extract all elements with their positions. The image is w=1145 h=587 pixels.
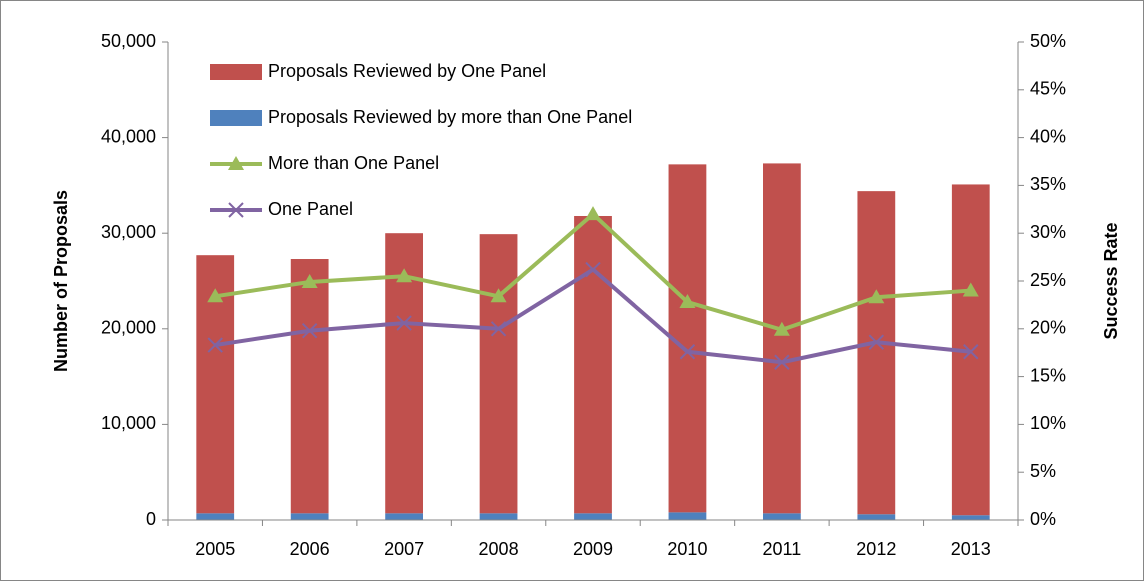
line-marker [301, 323, 318, 339]
legend-label: Proposals Reviewed by more than One Pane… [268, 107, 632, 127]
line-marker [490, 288, 507, 303]
bar [857, 514, 896, 520]
line-marker [301, 273, 318, 288]
legend-swatch [210, 64, 262, 80]
bar [196, 513, 235, 520]
y-tick-label: 20,000 [101, 318, 156, 338]
bar [951, 515, 990, 520]
y2-tick-label: 10% [1030, 413, 1066, 433]
y2-tick-label: 30% [1030, 222, 1066, 242]
y-tick-label: 40,000 [101, 126, 156, 146]
bar [574, 215, 612, 514]
y-tick-label: 30,000 [101, 222, 156, 242]
x-tick-label: 2013 [951, 539, 991, 559]
line-marker [228, 202, 244, 218]
y2-tick-label: 15% [1030, 365, 1066, 385]
bar [479, 234, 518, 514]
y2-tick-label: 40% [1030, 126, 1066, 146]
bar [763, 163, 801, 514]
legend-label: One Panel [268, 199, 353, 219]
legend-label: More than One Panel [268, 153, 439, 173]
line-marker [207, 337, 223, 353]
bar [763, 513, 801, 520]
y-tick-label: 10,000 [101, 413, 156, 433]
line-marker [585, 261, 601, 278]
y-tick-label: 0 [146, 509, 156, 529]
x-tick-label: 2008 [479, 539, 519, 559]
legend-label: Proposals Reviewed by One Panel [268, 61, 546, 81]
line-marker [963, 344, 979, 360]
y2-tick-label: 5% [1030, 461, 1056, 481]
y2-tick-label: 0% [1030, 509, 1056, 529]
y2-tick-label: 50% [1030, 31, 1066, 51]
line-marker [396, 268, 413, 283]
bar [290, 259, 329, 514]
y-axis-title: Number of Proposals [51, 190, 71, 372]
line-marker [962, 282, 979, 297]
x-tick-label: 2005 [195, 539, 235, 559]
y2-tick-label: 45% [1030, 79, 1066, 99]
line-marker [868, 289, 885, 304]
line-marker [396, 315, 412, 331]
bar [857, 191, 896, 515]
line-marker [774, 354, 790, 370]
bar [290, 513, 329, 520]
legend-swatch [210, 110, 262, 126]
line-marker [207, 288, 224, 303]
line-marker [868, 334, 885, 350]
line-marker [490, 321, 507, 337]
x-tick-label: 2012 [856, 539, 896, 559]
bar [574, 513, 612, 520]
bar [479, 513, 518, 520]
y2-tick-label: 25% [1030, 270, 1066, 290]
line-marker [679, 344, 696, 360]
x-tick-label: 2006 [290, 539, 330, 559]
x-tick-label: 2010 [667, 539, 707, 559]
line-marker [585, 206, 601, 221]
bar [385, 513, 423, 520]
x-tick-label: 2011 [763, 539, 802, 559]
bar [668, 512, 707, 520]
line-marker [679, 294, 696, 309]
line-marker [773, 321, 790, 336]
x-tick-label: 2009 [573, 539, 613, 559]
y-tick-label: 50,000 [101, 31, 156, 51]
y2-tick-label: 20% [1030, 318, 1066, 338]
y2-tick-label: 35% [1030, 174, 1066, 194]
x-tick-label: 2007 [384, 539, 424, 559]
y2-axis-title: Success Rate [1101, 222, 1121, 339]
line-marker [228, 156, 244, 170]
